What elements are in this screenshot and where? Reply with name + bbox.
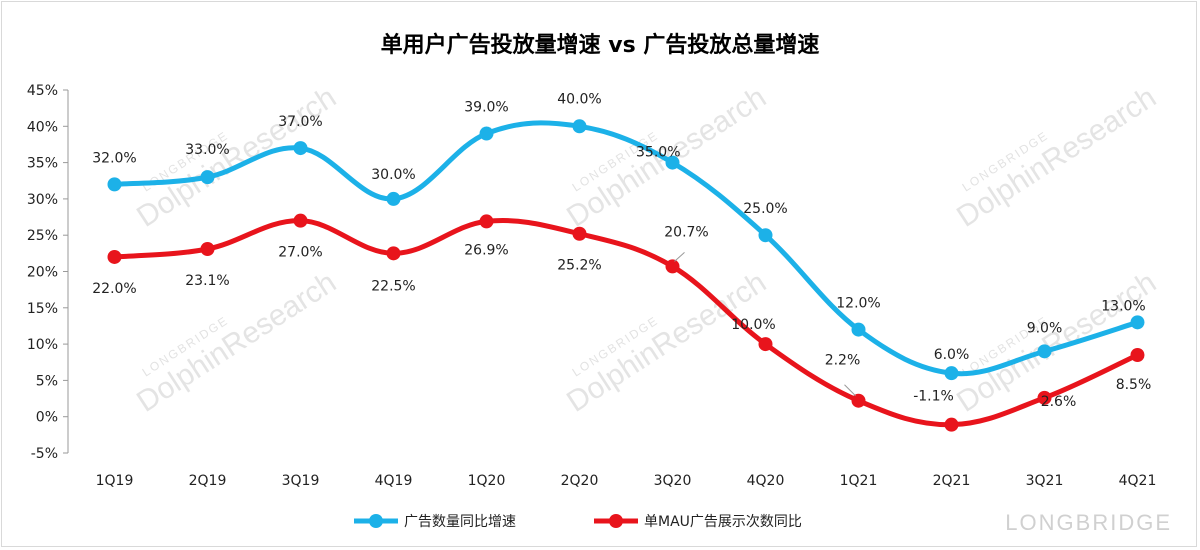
- leader-line: [674, 252, 685, 262]
- data-label: 33.0%: [185, 142, 229, 158]
- data-point: [293, 213, 308, 228]
- data-label: 2.6%: [1041, 394, 1077, 410]
- series-line-1: [114, 218, 1139, 428]
- data-label: 35.0%: [636, 145, 680, 161]
- x-tick-label: 3Q20: [654, 473, 692, 489]
- data-label: 23.1%: [185, 273, 229, 289]
- leader-line: [844, 384, 856, 397]
- data-point: [200, 241, 215, 256]
- legend-label: 单MAU广告展示次数同比: [644, 514, 802, 530]
- data-label: 25.0%: [743, 201, 787, 217]
- y-tick-label: 30%: [27, 192, 58, 208]
- data-point: [107, 177, 122, 192]
- data-point: [479, 126, 494, 141]
- data-point: [479, 214, 494, 229]
- data-point: [665, 155, 680, 170]
- y-tick-label: 25%: [27, 228, 58, 244]
- data-point: [851, 322, 866, 337]
- data-point: [758, 228, 773, 243]
- y-tick-label: 40%: [27, 119, 58, 135]
- y-tick-label: 20%: [27, 265, 58, 281]
- y-tick-label: -5%: [31, 446, 58, 462]
- data-label: 27.0%: [278, 245, 322, 261]
- axes: -5% 0% 5% 10% 15% 20% 25% 30% 35% 40% 45% 1Q19 2Q19 3…: [27, 83, 1157, 489]
- y-tick-label: 0%: [36, 410, 58, 426]
- x-tick-label: 3Q21: [1026, 473, 1064, 489]
- x-tick-label: 2Q21: [933, 473, 971, 489]
- data-label: 39.0%: [464, 100, 508, 116]
- y-tick-label: 45%: [27, 83, 58, 99]
- data-label: 30.0%: [371, 167, 415, 183]
- x-tick-label: 2Q19: [189, 473, 227, 489]
- data-point: [758, 337, 773, 352]
- y-tick-label: 15%: [27, 301, 58, 317]
- x-tick-label: 4Q19: [375, 473, 413, 489]
- watermark-text: DolphinResearch: [561, 266, 772, 419]
- data-label: 20.7%: [664, 224, 708, 240]
- data-label: 2.2%: [825, 353, 861, 369]
- x-tick-label: 2Q20: [561, 473, 599, 489]
- y-tick-label: 35%: [27, 156, 58, 172]
- y-tick-label: 5%: [36, 373, 58, 389]
- brand-watermark: LONGBRIDGE: [1005, 510, 1172, 535]
- data-point: [386, 246, 401, 261]
- data-label: 13.0%: [1101, 298, 1145, 314]
- data-point: [851, 393, 866, 408]
- data-point: [1130, 315, 1145, 330]
- legend: 广告数量同比增速 单MAU广告展示次数同比: [354, 514, 802, 530]
- chart-title: 单用户广告投放量增速 vs 广告投放总量增速: [381, 32, 820, 58]
- data-label: 32.0%: [92, 150, 136, 166]
- data-point: [1037, 344, 1052, 359]
- data-point: [293, 141, 308, 156]
- x-tick-label: 1Q20: [468, 473, 506, 489]
- data-point: [386, 191, 401, 206]
- data-label: 12.0%: [836, 296, 880, 312]
- x-tick-label: 3Q19: [282, 473, 320, 489]
- watermark-text: DolphinResearch: [131, 266, 342, 419]
- y-tick-label: 10%: [27, 337, 58, 353]
- data-label: 8.5%: [1116, 377, 1152, 393]
- data-point: [944, 417, 959, 432]
- watermark-text: DolphinResearch: [131, 81, 342, 234]
- data-point: [1037, 390, 1052, 405]
- data-point: [200, 170, 215, 185]
- x-tick-label: 1Q21: [840, 473, 878, 489]
- data-labels: 32.0% 33.0% 37.0% 30.0% 39.0% 40.0% 35.0% 25.0%…: [92, 91, 1151, 410]
- x-tick-label: 4Q21: [1119, 473, 1157, 489]
- legend-marker: [369, 514, 383, 528]
- data-point: [1130, 347, 1145, 362]
- data-point: [665, 259, 680, 274]
- data-label: 40.0%: [557, 91, 601, 107]
- legend-marker: [609, 514, 623, 528]
- data-label: 22.5%: [371, 278, 415, 294]
- data-label: 6.0%: [934, 347, 970, 363]
- watermark-text: DolphinResearch: [951, 81, 1162, 234]
- legend-label: 广告数量同比增速: [404, 514, 516, 530]
- x-tick-label: 1Q19: [96, 473, 134, 489]
- series-layer: [107, 119, 1145, 432]
- data-label: 26.9%: [464, 242, 508, 258]
- data-label: 22.0%: [92, 281, 136, 297]
- data-point: [944, 366, 959, 381]
- data-label: 10.0%: [731, 317, 775, 333]
- data-label: -1.1%: [913, 389, 954, 405]
- data-label: 25.2%: [557, 258, 601, 274]
- x-tick-label: 4Q20: [747, 473, 785, 489]
- data-label: 37.0%: [278, 114, 322, 130]
- data-point: [572, 119, 587, 134]
- data-point: [107, 249, 122, 264]
- data-point: [572, 226, 587, 241]
- data-label: 9.0%: [1027, 320, 1063, 336]
